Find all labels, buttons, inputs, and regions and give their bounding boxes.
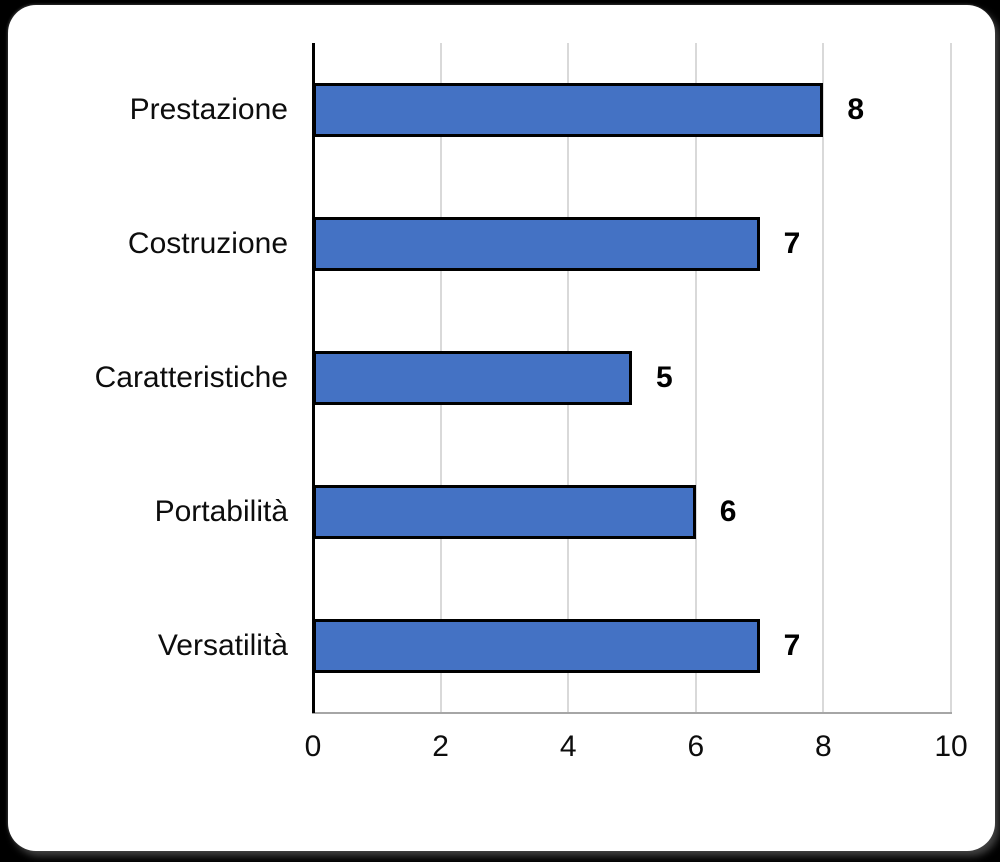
category-axis: Prestazione Costruzione Caratteristiche … — [8, 5, 288, 862]
data-label: 6 — [719, 495, 737, 528]
x-axis-ticks: 0 2 4 6 8 10 — [305, 727, 968, 767]
bar-row: 8 — [313, 43, 951, 177]
category-label-costruzione: Costruzione — [127, 227, 288, 260]
category-label-portabilita: Portabilità — [154, 495, 288, 528]
bar-portabilita — [313, 485, 696, 539]
x-tick-6: 6 — [687, 730, 705, 763]
x-tick-10: 10 — [934, 730, 968, 763]
y-axis-line — [312, 43, 315, 713]
data-label: 8 — [847, 93, 865, 126]
plot-area: 8 7 5 6 7 — [312, 43, 952, 714]
bar-caratteristiche — [313, 351, 632, 405]
x-tick-2: 2 — [432, 730, 449, 763]
category-label-versatilita: Versatilità — [157, 629, 288, 662]
data-label: 7 — [783, 227, 801, 260]
x-axis-line — [312, 712, 952, 714]
bar-versatilita — [313, 619, 760, 673]
chart-card: Prestazione Costruzione Caratteristiche … — [8, 5, 995, 851]
x-tick-0: 0 — [304, 730, 322, 763]
bar-series: 8 7 5 6 7 — [313, 43, 951, 713]
data-label: 5 — [656, 361, 673, 394]
bar-row: 7 — [313, 579, 951, 713]
gridline-8 — [822, 43, 825, 713]
bar-row: 5 — [313, 311, 951, 445]
data-label: 7 — [783, 629, 801, 662]
category-label-caratteristiche: Caratteristiche — [94, 361, 288, 394]
bar-row: 7 — [313, 177, 951, 311]
bar-costruzione — [313, 217, 760, 271]
category-label-prestazione: Prestazione — [129, 93, 288, 126]
x-tick-4: 4 — [559, 730, 577, 763]
gridline-6 — [694, 43, 697, 713]
bar-row: 6 — [313, 445, 951, 579]
x-tick-8: 8 — [815, 730, 832, 763]
gridline-10 — [950, 43, 952, 713]
bar-prestazione — [313, 83, 824, 137]
